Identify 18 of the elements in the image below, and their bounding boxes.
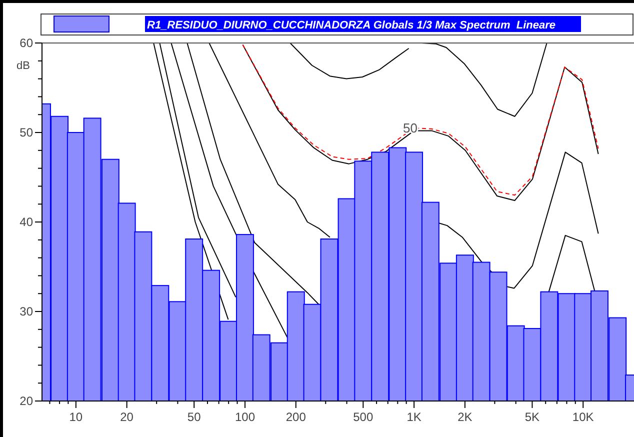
x-tick-label: 1K <box>406 410 422 424</box>
x-tick-label: 5K <box>524 410 540 424</box>
x-tick-label: 100 <box>234 410 256 424</box>
y-tick-label: 20 <box>20 394 34 408</box>
x-tick-label: 2K <box>458 410 472 424</box>
annotation: 50 <box>403 120 418 136</box>
y-tick-label: 50 <box>20 126 34 140</box>
text: R1_RESIDUO_DIURNO_CUCCHINADORZA Globals 1/3 Max Spectrum Lineare <box>147 20 556 32</box>
x-tick-label: 10K <box>572 410 594 424</box>
y-axis-title: dB <box>16 60 30 72</box>
x-tick-label: 20 <box>120 410 134 424</box>
x-tick-label: 10 <box>69 410 83 424</box>
y-tick-label: 60 <box>20 36 34 50</box>
x-tick-label: 500 <box>353 410 374 424</box>
x-tick-label: 200 <box>286 410 306 424</box>
x-tick-label: 50 <box>187 410 202 424</box>
y-tick-label: 40 <box>20 215 34 230</box>
y-tick-label: 30 <box>20 304 34 319</box>
